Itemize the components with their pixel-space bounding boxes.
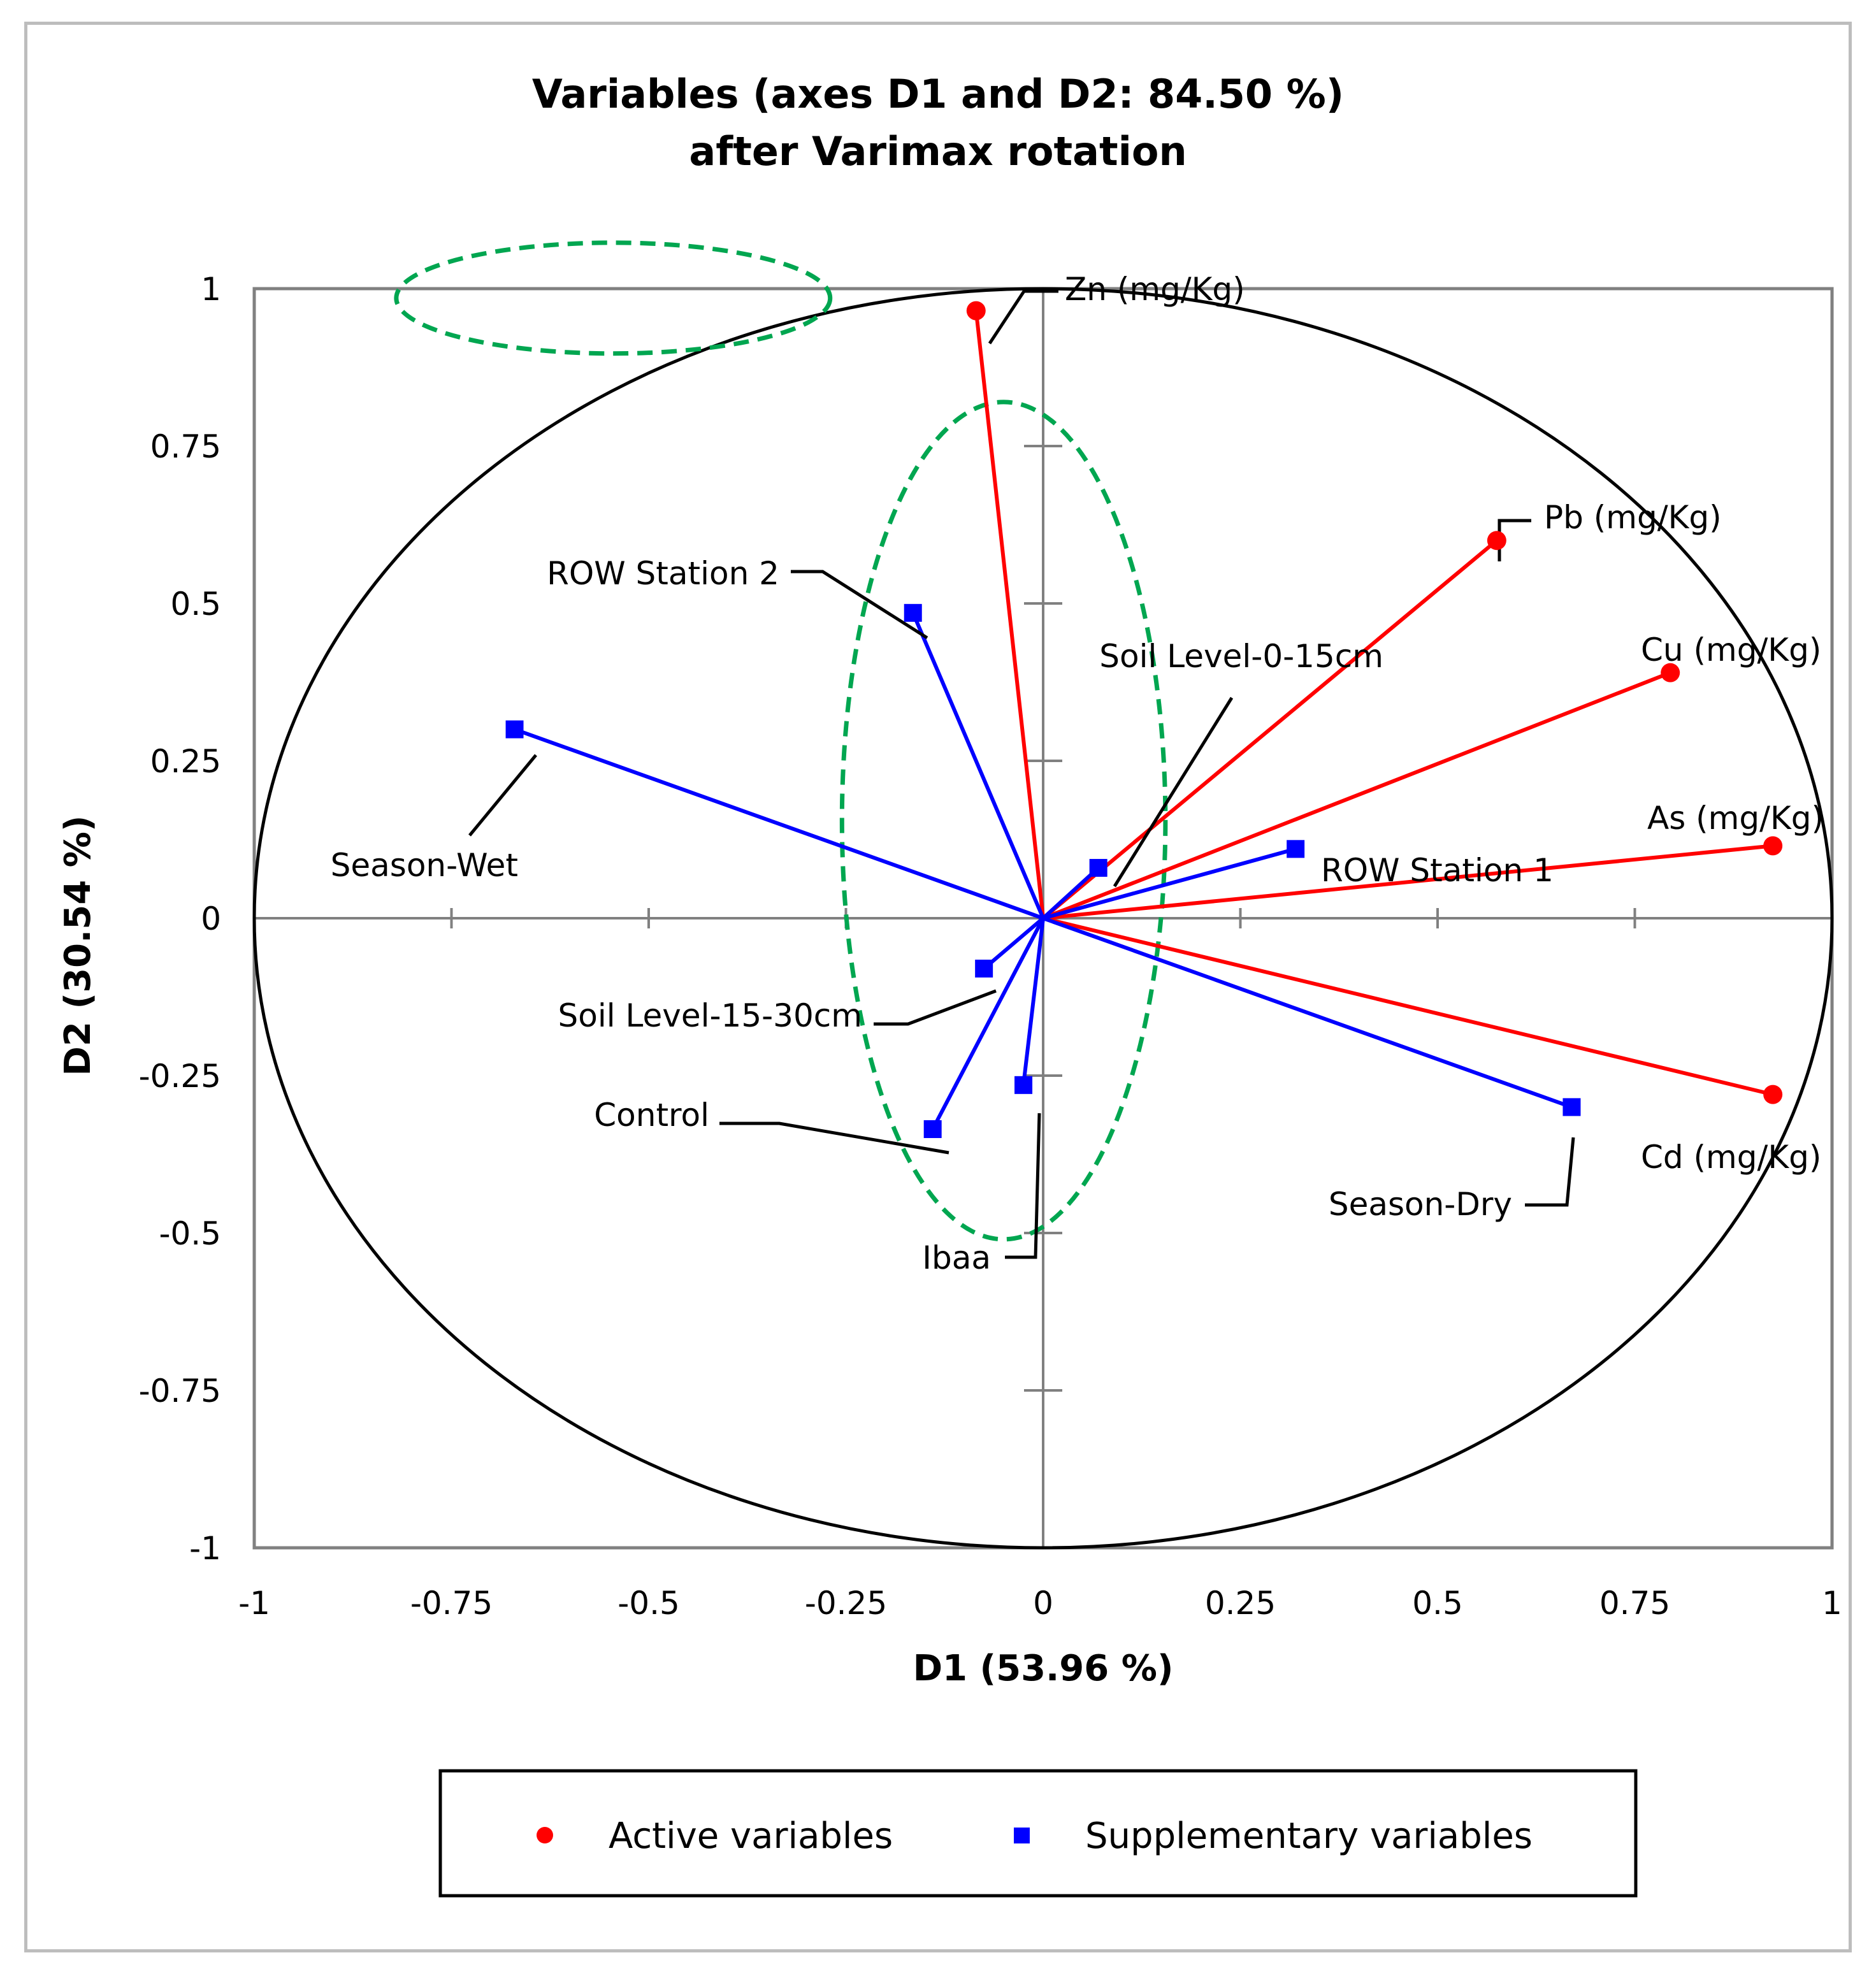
variable-labels: Zn (mg/Kg) Pb (mg/Kg) Cu (mg/Kg) As (mg/Kg)… bbox=[331, 271, 1824, 1276]
y-tick-label: 0.75 bbox=[150, 428, 221, 465]
x-tick-label: -1 bbox=[238, 1585, 270, 1622]
y-tick-label: 1 bbox=[201, 271, 221, 308]
vector-ibaa bbox=[1021, 918, 1045, 1086]
legend-active-label: Active variables bbox=[609, 1815, 893, 1857]
vector-cd-mg-kg bbox=[1043, 916, 1773, 1097]
unit-circle bbox=[252, 287, 1834, 1550]
y-tick-label: -0.5 bbox=[159, 1215, 221, 1252]
label-cd-mg-kg: Cd (mg/Kg) bbox=[1641, 1139, 1821, 1176]
leader-soil-level-0-15cm bbox=[1113, 696, 1234, 888]
marker-as-mg-kg bbox=[1763, 836, 1783, 856]
x-tick-label: -0.5 bbox=[617, 1585, 680, 1622]
x-tick-label: 0.5 bbox=[1412, 1585, 1463, 1622]
y-axis-title: D2 (30.54 %) bbox=[57, 816, 99, 1076]
leader-soil-level-15-30cm bbox=[874, 989, 997, 1026]
x-tick-label: 0.75 bbox=[1599, 1585, 1670, 1622]
label-row-station-2: ROW Station 2 bbox=[547, 555, 779, 592]
x-tick-label: 0 bbox=[1033, 1585, 1053, 1622]
label-soil-level-0-15cm: Soil Level-0-15cm bbox=[1099, 638, 1383, 675]
correlation-circle bbox=[252, 287, 1834, 1550]
label-soil-level-15-30cm: Soil Level-15-30cm bbox=[558, 997, 862, 1034]
highlight-ellipse bbox=[839, 400, 1168, 1242]
legend-active-marker bbox=[537, 1827, 553, 1843]
marker-season-dry bbox=[1562, 1098, 1581, 1116]
marker-zn-mg-kg bbox=[966, 301, 986, 321]
leader-ibaa bbox=[1005, 1113, 1041, 1259]
marker-row-station-1 bbox=[1287, 840, 1305, 858]
y-tick-label: -1 bbox=[189, 1530, 221, 1567]
marker-season-wet bbox=[505, 720, 524, 739]
y-tick-label: 0.25 bbox=[150, 743, 221, 780]
leader-row-station-2 bbox=[791, 570, 928, 640]
x-tick-label: 0.25 bbox=[1205, 1585, 1276, 1622]
marker-soil-level-0-15cm bbox=[1089, 858, 1108, 877]
y-tick-label: -0.75 bbox=[139, 1373, 221, 1410]
x-axis-title: D1 (53.96 %) bbox=[913, 1648, 1174, 1689]
chart-title-line-2: after Varimax rotation bbox=[689, 128, 1187, 175]
variable-markers bbox=[505, 301, 1783, 1138]
x-tick-label: -0.75 bbox=[410, 1585, 493, 1622]
label-season-dry: Season-Dry bbox=[1329, 1186, 1512, 1223]
label-zn-mg-kg: Zn (mg/Kg) bbox=[1065, 271, 1245, 308]
x-tick-label: 1 bbox=[1822, 1585, 1842, 1622]
legend: Active variables Supplementary variables bbox=[438, 1769, 1638, 1898]
y-tick-label: 0 bbox=[201, 900, 221, 937]
legend-supplementary-label: Supplementary variables bbox=[1085, 1815, 1533, 1857]
leader-season-wet bbox=[468, 754, 537, 837]
y-tick-label: 0.5 bbox=[170, 586, 221, 623]
tick-labels: -1 -0.75 -0.5 -0.25 0 0.25 0.5 0.75 1 -1 -0.75 -0.5… bbox=[139, 271, 1842, 1622]
label-leader-lines bbox=[468, 289, 1575, 1259]
figure-frame: Variables (axes D1 and D2: 84.50 %) afte… bbox=[24, 22, 1852, 1952]
label-ibaa: Ibaa bbox=[922, 1239, 991, 1276]
x-tick-label: -0.25 bbox=[805, 1585, 887, 1622]
variable-vectors bbox=[514, 310, 1773, 1130]
marker-row-station-2 bbox=[904, 603, 922, 622]
vector-season-wet bbox=[514, 727, 1044, 920]
label-season-wet: Season-Wet bbox=[331, 847, 518, 884]
label-control: Control bbox=[594, 1097, 709, 1134]
highlight-ellipses bbox=[394, 240, 1168, 1242]
y-tick-label: -0.25 bbox=[139, 1058, 221, 1095]
marker-soil-level-15-30cm bbox=[975, 960, 993, 978]
leader-zn-mg-kg bbox=[988, 289, 1058, 345]
marker-control bbox=[923, 1120, 942, 1138]
vector-as-mg-kg bbox=[1043, 844, 1773, 920]
leader-control bbox=[719, 1121, 949, 1155]
vector-soil-level-0-15cm bbox=[1041, 866, 1100, 920]
marker-cd-mg-kg bbox=[1763, 1085, 1783, 1104]
vector-zn-mg-kg bbox=[974, 310, 1045, 919]
leader-season-dry bbox=[1525, 1137, 1575, 1207]
legend-box bbox=[438, 1769, 1638, 1898]
marker-ibaa bbox=[1014, 1076, 1033, 1094]
correlation-circle-chart: Variables (axes D1 and D2: 84.50 %) afte… bbox=[57, 71, 1842, 1898]
label-pb-mg-kg: Pb (mg/Kg) bbox=[1544, 499, 1722, 536]
chart-title-line-1: Variables (axes D1 and D2: 84.50 %) bbox=[532, 71, 1344, 117]
vector-cu-mg-kg bbox=[1042, 670, 1671, 920]
vector-row-station-1 bbox=[1043, 847, 1296, 920]
label-as-mg-kg: As (mg/Kg) bbox=[1647, 800, 1824, 837]
vector-pb-mg-kg bbox=[1042, 538, 1498, 920]
label-cu-mg-kg: Cu (mg/Kg) bbox=[1641, 631, 1821, 668]
vector-control bbox=[931, 917, 1045, 1130]
legend-supplementary-marker bbox=[1014, 1828, 1030, 1843]
label-row-station-1: ROW Station 1 bbox=[1321, 852, 1554, 889]
highlight-ellipse bbox=[394, 240, 833, 356]
marker-pb-mg-kg bbox=[1487, 531, 1506, 551]
marker-cu-mg-kg bbox=[1661, 663, 1680, 682]
vector-soil-level-15-30cm bbox=[983, 916, 1044, 970]
vector-season-dry bbox=[1042, 916, 1573, 1109]
vector-row-station-2 bbox=[911, 612, 1045, 919]
